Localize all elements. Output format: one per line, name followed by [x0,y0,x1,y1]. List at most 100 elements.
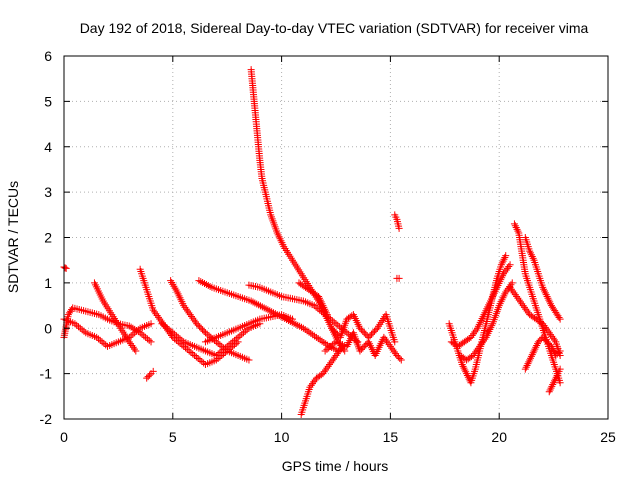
data-point [388,344,396,352]
data-point [365,333,373,341]
data-point [75,323,83,331]
data-point [550,379,558,387]
data-point [331,353,339,361]
data-point [497,261,505,269]
data-point [199,326,207,334]
data-point [551,375,559,383]
data-point [553,350,561,358]
data-point [336,323,344,331]
data-point [151,308,159,316]
data-point [514,294,522,302]
data-point [325,314,333,322]
data-point [329,326,337,334]
data-point [323,364,331,372]
data-point [544,327,552,335]
data-point [129,324,137,332]
data-point [526,356,534,364]
data-point [153,312,161,320]
data-point [510,289,518,297]
y-tick-label: 5 [44,93,52,109]
data-point [306,383,314,391]
data-point [519,302,527,310]
data-point [527,352,535,360]
data-point [534,338,542,346]
data-series-t23 [506,283,564,359]
data-point [176,335,184,343]
data-point [542,336,550,344]
data-point [468,332,476,340]
data-point [129,343,137,351]
data-point [216,348,224,356]
data-point [192,353,200,361]
data-point [187,348,195,356]
data-point [332,351,340,359]
x-tick-label: 10 [274,429,290,445]
data-point [68,306,76,314]
data-point [322,366,330,374]
data-point [540,322,548,330]
data-point [323,345,331,353]
data-point [470,330,478,338]
data-point [321,305,329,313]
data-point [540,335,548,343]
data-point [360,342,368,350]
data-point [216,341,224,349]
data-point [394,353,402,361]
data-point [477,341,485,349]
data-point [330,318,338,326]
data-point [501,253,509,261]
data-point [185,309,193,317]
x-axis-title: GPS time / hours [282,458,389,474]
y-tick-label: 1 [44,275,52,291]
data-point [384,339,392,347]
data-point [218,342,226,350]
data-point [100,339,108,347]
data-point [80,327,88,335]
data-point [506,261,514,269]
data-point [131,345,139,353]
data-point [315,294,323,302]
data-point [465,334,473,342]
data-point [521,365,529,373]
data-point [129,330,137,338]
data-point [514,227,522,235]
data-point [503,264,511,272]
data-point [393,351,401,359]
data-point [314,305,322,313]
data-point [539,333,547,341]
data-point [502,288,510,296]
data-point [145,336,153,344]
data-point [325,344,333,352]
data-point [397,356,405,364]
x-tick-label: 5 [169,429,177,445]
data-point [513,225,521,233]
data-point [507,285,515,293]
data-point [318,300,326,308]
data-point [529,349,537,357]
data-point [143,335,151,343]
data-point [167,327,175,335]
data-point [502,266,510,274]
data-point [311,376,319,384]
data-point [330,339,338,347]
data-point [190,316,198,324]
data-point [336,346,344,354]
data-point [545,296,553,304]
data-point [241,327,249,335]
data-point [498,259,506,267]
data-point [472,326,480,334]
data-point [93,333,101,341]
data-point [362,341,370,349]
data-point [395,224,403,232]
data-series-t17 [393,274,403,282]
data-point [189,350,197,358]
y-tick-label: 6 [44,48,52,64]
data-point [288,315,296,323]
data-point [324,362,332,370]
data-point [533,341,541,349]
data-point [541,289,549,297]
data-point [474,344,482,352]
data-point [473,346,481,354]
data-point [543,292,551,300]
data-series-t24 [521,333,564,373]
